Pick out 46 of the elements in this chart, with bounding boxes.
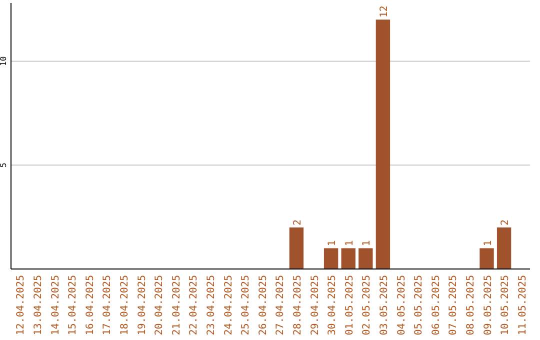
x-tick-label: 16.04.2025 xyxy=(84,275,96,336)
x-tick-label: 02.05.2025 xyxy=(362,275,373,336)
x-tick-label: 28.04.2025 xyxy=(292,275,304,336)
data-label: 2 xyxy=(500,219,512,226)
bar xyxy=(376,20,390,269)
x-tick-label: 19.04.2025 xyxy=(136,275,148,336)
bar xyxy=(289,227,304,269)
x-tick-label: 12.04.2025 xyxy=(16,275,27,336)
data-label: 1 xyxy=(362,240,373,246)
x-tick-label: 08.05.2025 xyxy=(465,275,476,336)
bar xyxy=(358,248,373,269)
data-label: 1 xyxy=(482,240,494,246)
x-tick-label: 22.04.2025 xyxy=(188,275,200,336)
x-tick-label: 21.04.2025 xyxy=(171,275,182,336)
bar xyxy=(324,248,338,269)
x-tick-label: 24.04.2025 xyxy=(223,275,234,336)
data-label: 1 xyxy=(344,240,356,246)
x-tick-label: 11.05.2025 xyxy=(517,275,528,336)
y-tick-label: 10 xyxy=(0,56,8,66)
x-tick-label: 25.04.2025 xyxy=(240,275,252,336)
x-tick-label: 04.05.2025 xyxy=(396,275,408,336)
x-tick-label: 20.04.2025 xyxy=(154,275,166,336)
x-tick-label: 23.04.2025 xyxy=(206,275,217,336)
x-tick-label: 06.05.2025 xyxy=(430,275,442,336)
x-tick-label: 13.04.2025 xyxy=(32,275,44,336)
x-tick-label: 18.04.2025 xyxy=(119,275,130,336)
x-tick-label: 26.04.2025 xyxy=(258,275,269,336)
x-tick-label: 07.05.2025 xyxy=(448,275,460,336)
data-label: 2 xyxy=(292,219,304,226)
bar xyxy=(480,248,494,269)
x-tick-label: 30.04.2025 xyxy=(327,275,338,336)
y-tick-label: 5 xyxy=(0,162,8,168)
x-tick-label: 17.04.2025 xyxy=(102,275,114,336)
x-tick-label: 15.04.2025 xyxy=(68,275,79,336)
bar xyxy=(496,227,512,269)
x-tick-label: 03.05.2025 xyxy=(378,275,390,336)
x-tick-label: 01.05.2025 xyxy=(344,275,356,336)
x-tick-label: 14.04.2025 xyxy=(50,275,62,336)
bar xyxy=(341,248,356,269)
data-label: 12 xyxy=(378,6,390,18)
x-tick-label: 27.04.2025 xyxy=(275,275,286,336)
x-tick-label: 09.05.2025 xyxy=(482,275,494,336)
data-label: 1 xyxy=(327,240,338,246)
x-tick-label: 05.05.2025 xyxy=(414,275,425,336)
x-tick-label: 29.04.2025 xyxy=(310,275,321,336)
x-tick-label: 10.05.2025 xyxy=(500,275,512,336)
